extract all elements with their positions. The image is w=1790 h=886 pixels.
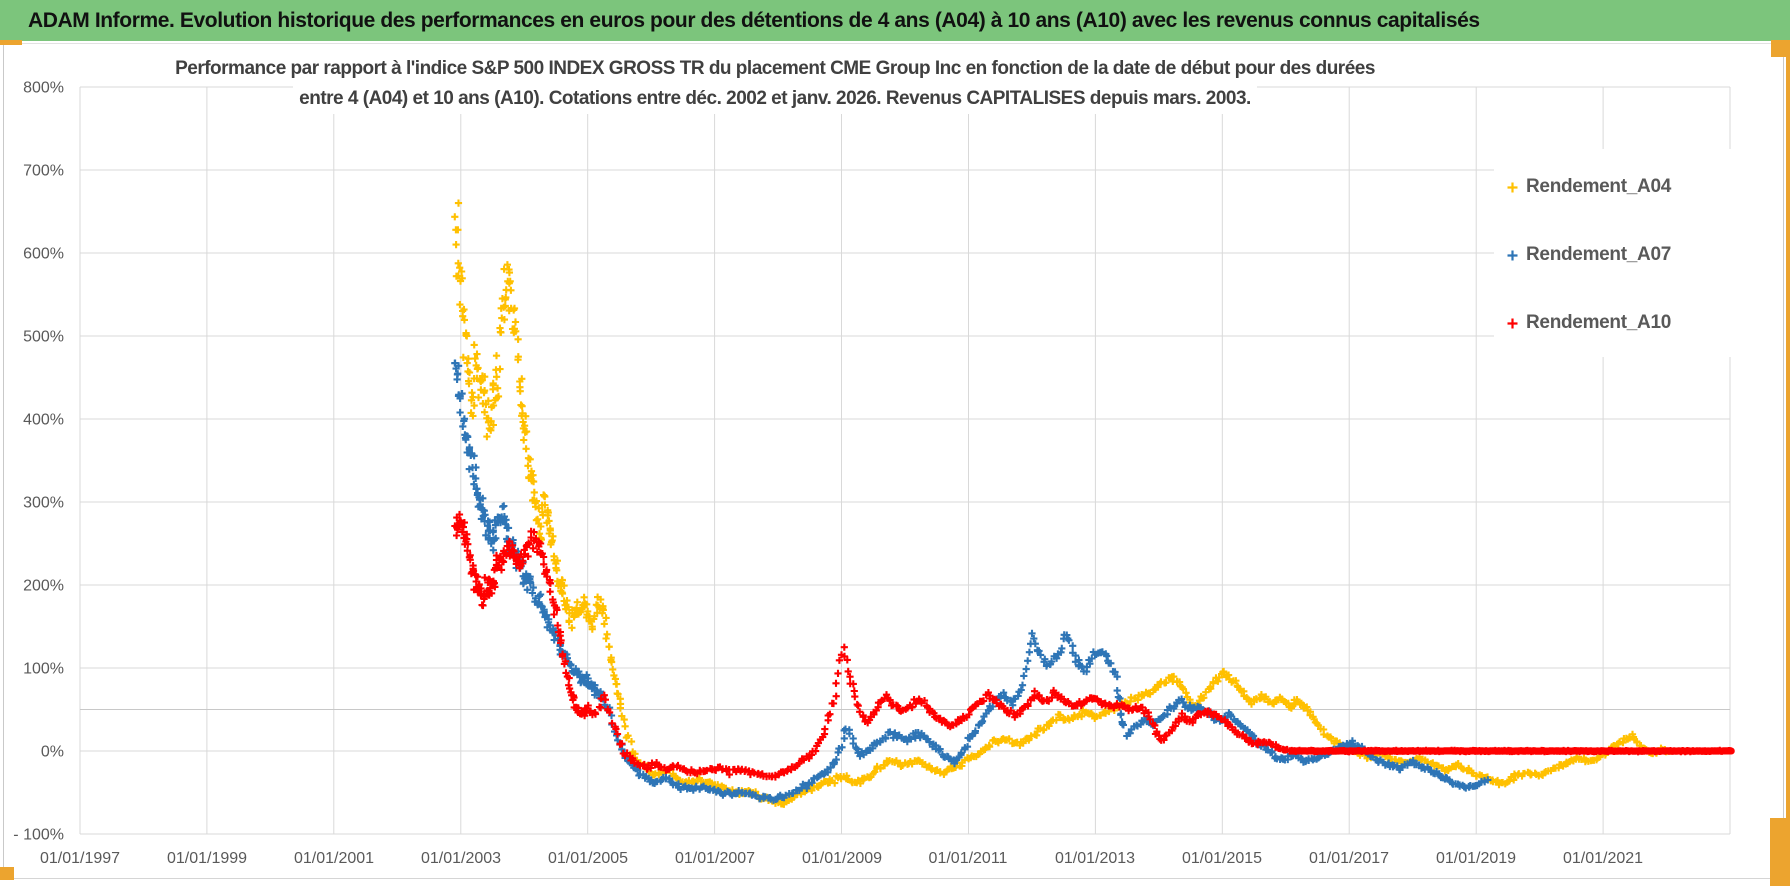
gold-accent-bottom-right <box>1770 818 1790 886</box>
series-markers-rendement_a10 <box>451 510 1735 781</box>
plus-marker-icon <box>1506 317 1526 330</box>
y-tick-label: 300% <box>23 495 64 512</box>
gold-accent-top-left <box>0 40 22 45</box>
y-tick-label: 800% <box>23 80 64 97</box>
y-tick-label: 0% <box>41 744 64 761</box>
series-markers-rendement_a07 <box>451 359 1492 804</box>
header-bar: ADAM Informe. Evolution historique des p… <box>0 0 1790 41</box>
x-tick-label: 01/01/2013 <box>1055 850 1135 867</box>
y-axis-labels: 800% 700% 600% 500% 400% 300% 200% 100% 0% - 100% <box>13 80 64 844</box>
chart-border-left <box>3 43 4 879</box>
y-tick-label: 700% <box>23 163 64 180</box>
series-markers-rendement_a04 <box>451 199 1674 808</box>
x-tick-label: 01/01/2011 <box>929 850 1008 867</box>
legend-entry-rendement-a10: Rendement_A10 <box>1506 308 1671 338</box>
legend-label: Rendement_A07 <box>1526 244 1671 265</box>
x-tick-label: 01/01/2017 <box>1309 850 1389 867</box>
plus-marker-icon <box>1506 249 1526 262</box>
x-tick-label: 01/01/2009 <box>802 850 882 867</box>
gold-accent-right-edge <box>1786 40 1790 886</box>
gold-accent-top-right <box>1771 40 1790 57</box>
y-tick-label: 600% <box>23 246 64 263</box>
x-axis-labels: 01/01/1997 01/01/1999 01/01/2001 01/01/2003… <box>40 850 1643 867</box>
y-tick-label: - 100% <box>13 827 64 844</box>
y-tick-label: 500% <box>23 329 64 346</box>
x-tick-label: 01/01/2019 <box>1436 850 1516 867</box>
legend-label: Rendement_A04 <box>1526 176 1671 197</box>
x-tick-label: 01/01/2005 <box>548 850 628 867</box>
x-tick-label: 01/01/2001 <box>294 850 374 867</box>
legend: Rendement_A04 Rendement_A07 Rendement_A1… <box>1494 149 1746 357</box>
legend-entry-rendement-a04: Rendement_A04 <box>1506 172 1671 202</box>
legend-label: Rendement_A10 <box>1526 312 1671 333</box>
x-tick-label: 01/01/2003 <box>421 850 501 867</box>
header-title: ADAM Informe. Evolution historique des p… <box>28 8 1480 32</box>
chart-border-right <box>1783 44 1784 878</box>
y-tick-label: 400% <box>23 412 64 429</box>
x-tick-label: 01/01/2021 <box>1563 850 1643 867</box>
x-tick-label: 01/01/1997 <box>40 850 120 867</box>
legend-entry-rendement-a07: Rendement_A07 <box>1506 240 1671 270</box>
y-tick-label: 100% <box>23 661 64 678</box>
chart-border-bottom <box>0 878 1790 879</box>
chart-border-top <box>0 43 1790 44</box>
gridlines <box>79 86 1731 835</box>
plus-marker-icon <box>1506 181 1526 194</box>
gold-accent-bottom-left <box>0 867 14 880</box>
x-tick-label: 01/01/1999 <box>167 850 247 867</box>
x-tick-label: 01/01/2015 <box>1182 850 1262 867</box>
y-tick-label: 200% <box>23 578 64 595</box>
x-tick-label: 01/01/2007 <box>675 850 755 867</box>
